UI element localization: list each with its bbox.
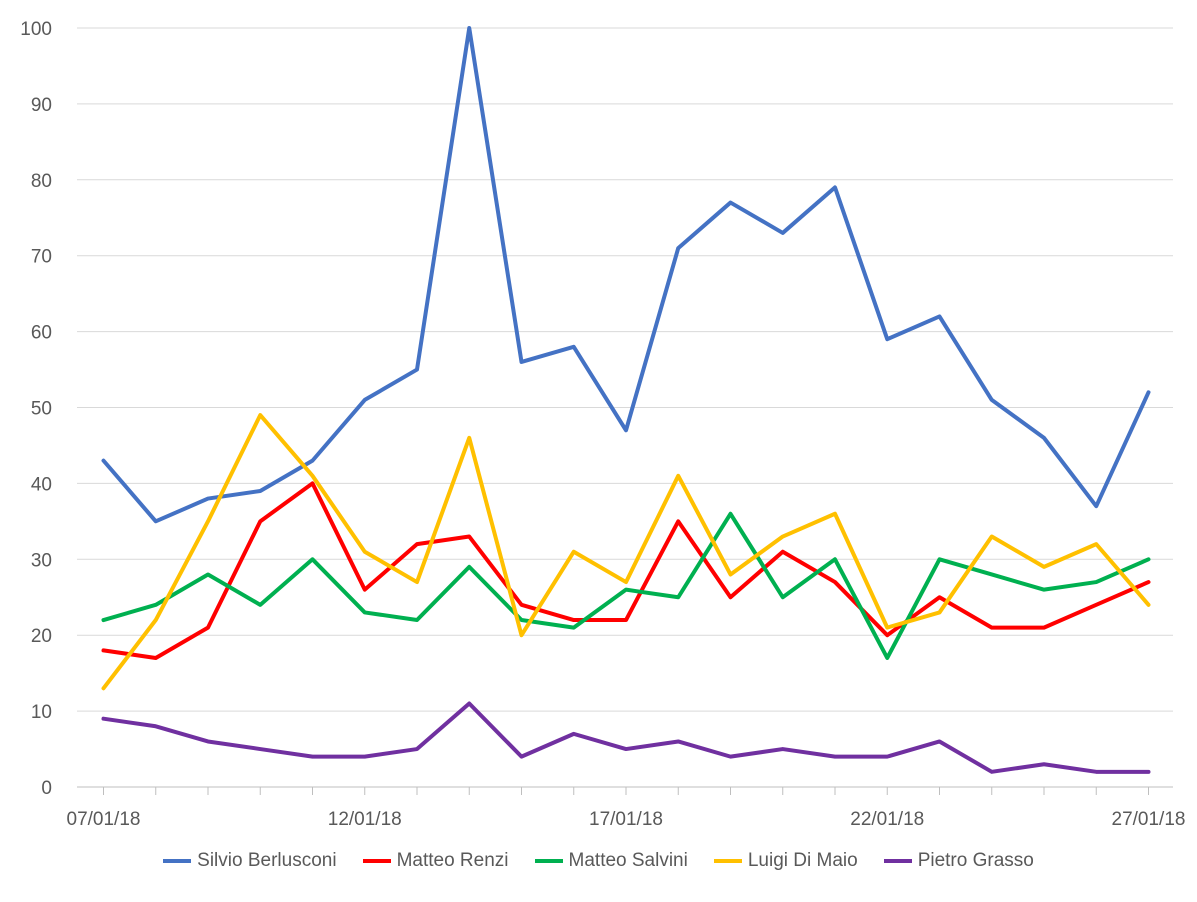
y-tick-label: 10 [31,702,52,723]
gridlines [77,27,1173,712]
y-tick-label: 40 [31,474,52,495]
y-tick-label: 60 [31,323,52,344]
legend-label: Matteo Salvini [568,850,688,871]
legend-item: Matteo Salvini [534,850,688,872]
axes [77,786,1173,795]
legend-item: Luigi Di Maio [713,850,858,872]
y-tick-label: 30 [31,550,52,571]
y-tick-label: 50 [31,399,52,420]
legend-swatch [163,859,192,863]
legend-label: Pietro Grasso [917,850,1034,871]
legend-swatch [713,859,742,863]
y-tick-label: 20 [31,626,52,647]
x-tick-label: 17/01/18 [589,809,663,830]
series-line-matteo-renzi [101,481,1151,660]
x-tick-label: 12/01/18 [328,809,402,830]
tick-labels: 0 10 20 30 40 50 60 70 80 90 100 07/01/18 12/01/18 17… [20,19,1185,830]
x-tick-label: 22/01/18 [850,809,924,830]
legend-label: Luigi Di Maio [747,850,858,871]
y-tick-label: 70 [31,247,52,268]
series-line-luigi-di-maio [101,413,1151,691]
line-chart: 0 10 20 30 40 50 60 70 80 90 100 07/01/18 12/01/18 17… [20,19,1185,830]
y-tick-label: 100 [20,19,52,40]
y-tick-label: 90 [31,95,52,116]
legend: Silvio Berlusconi Matteo Renzi Matteo Salv… [0,850,1197,872]
series-line-silvio-berlusconi [101,26,1151,524]
y-tick-label: 0 [41,778,52,799]
legend-label: Matteo Renzi [396,850,509,871]
legend-item: Silvio Berlusconi [163,850,337,872]
y-tick-label: 80 [31,171,52,192]
x-tick-label: 07/01/18 [67,809,141,830]
series-lines [101,26,1151,774]
series-line-pietro-grasso [101,701,1151,774]
x-tick-label: 27/01/18 [1112,809,1186,830]
legend-item: Pietro Grasso [883,850,1034,872]
legend-swatch [362,859,391,863]
series-line-matteo-salvini [101,511,1151,660]
legend-swatch [534,859,563,863]
legend-label: Silvio Berlusconi [197,850,337,871]
legend-swatch [883,859,912,863]
legend-item: Matteo Renzi [362,850,509,872]
